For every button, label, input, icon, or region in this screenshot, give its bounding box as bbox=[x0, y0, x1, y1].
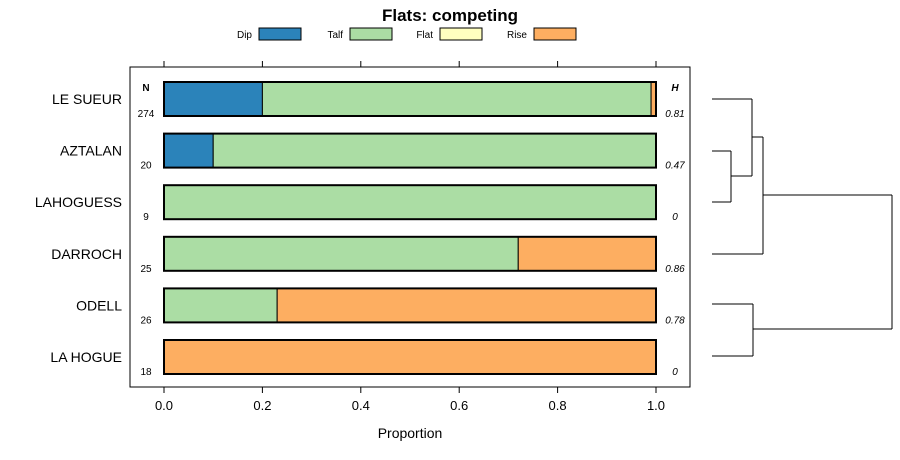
bar-segment-talf bbox=[163, 236, 519, 272]
n-value: 20 bbox=[140, 161, 152, 172]
legend-label-rise: Rise bbox=[507, 30, 527, 41]
n-header: N bbox=[142, 83, 149, 94]
legend-label-talf: Talf bbox=[327, 30, 343, 41]
bars bbox=[163, 81, 657, 375]
legend-swatch-talf bbox=[349, 27, 393, 41]
bar-outline bbox=[163, 184, 657, 221]
bar-segment-rise bbox=[163, 339, 657, 375]
h-header: H bbox=[671, 83, 679, 94]
plot-panel bbox=[129, 66, 691, 388]
legend-swatch-rise bbox=[533, 27, 577, 41]
n-value: 274 bbox=[138, 109, 155, 120]
bar-outline bbox=[163, 81, 657, 117]
bar-outline bbox=[163, 235, 657, 272]
h-value: 0.81 bbox=[665, 109, 684, 120]
n-value: 9 bbox=[143, 212, 149, 223]
chart-title: Flats: competing bbox=[382, 6, 518, 25]
legend-swatch-dip bbox=[258, 27, 302, 41]
h-value: 0 bbox=[672, 367, 678, 378]
bar-segment-talf bbox=[163, 184, 657, 220]
x-axis-title: Proportion bbox=[378, 425, 443, 441]
bar-outline bbox=[163, 132, 657, 169]
x-tick-label: 0.6 bbox=[450, 398, 468, 413]
category-label: AZTALAN bbox=[60, 143, 122, 159]
h-value: 0 bbox=[672, 212, 678, 223]
legend-swatch-flat bbox=[439, 27, 483, 41]
bar-segment-dip bbox=[163, 81, 263, 117]
category-label: LE SUEUR bbox=[52, 91, 122, 107]
x-tick-label: 1.0 bbox=[647, 398, 665, 413]
n-value: 26 bbox=[140, 315, 152, 326]
h-value: 0.86 bbox=[665, 264, 685, 275]
x-tick-label: 0.0 bbox=[155, 398, 173, 413]
n-value: 25 bbox=[140, 264, 152, 275]
bar-segment-talf bbox=[261, 81, 652, 117]
x-tick-label: 0.2 bbox=[253, 398, 271, 413]
bar-outline bbox=[163, 287, 657, 324]
h-value: 0.47 bbox=[665, 161, 685, 172]
category-labels: LE SUEUR 274 0.81 AZTALAN 20 0.47 LAHOGUESS 9 0 D… bbox=[35, 91, 685, 378]
category-label: DARROCH bbox=[51, 246, 122, 262]
bar-segment-talf bbox=[212, 133, 657, 169]
legend-label-dip: Dip bbox=[237, 30, 252, 41]
category-label: LA HOGUE bbox=[50, 349, 122, 365]
bar-segment-talf bbox=[163, 287, 278, 323]
bar-segment-rise bbox=[276, 287, 657, 323]
legend-label-flat: Flat bbox=[416, 30, 433, 41]
h-value: 0.78 bbox=[665, 315, 685, 326]
n-value: 18 bbox=[140, 367, 152, 378]
category-label: LAHOGUESS bbox=[35, 194, 122, 210]
x-axis: 0.0 0.2 0.4 0.6 0.8 1.0 bbox=[155, 61, 665, 413]
bar-outline bbox=[163, 339, 657, 375]
legend: Dip Talf Flat Rise bbox=[237, 27, 577, 41]
x-tick-label: 0.4 bbox=[352, 398, 370, 413]
x-tick-label: 0.8 bbox=[549, 398, 567, 413]
dendrogram bbox=[712, 98, 893, 357]
bar-segment-dip bbox=[163, 133, 214, 169]
category-label: ODELL bbox=[76, 297, 122, 313]
bar-segment-rise bbox=[517, 236, 657, 272]
